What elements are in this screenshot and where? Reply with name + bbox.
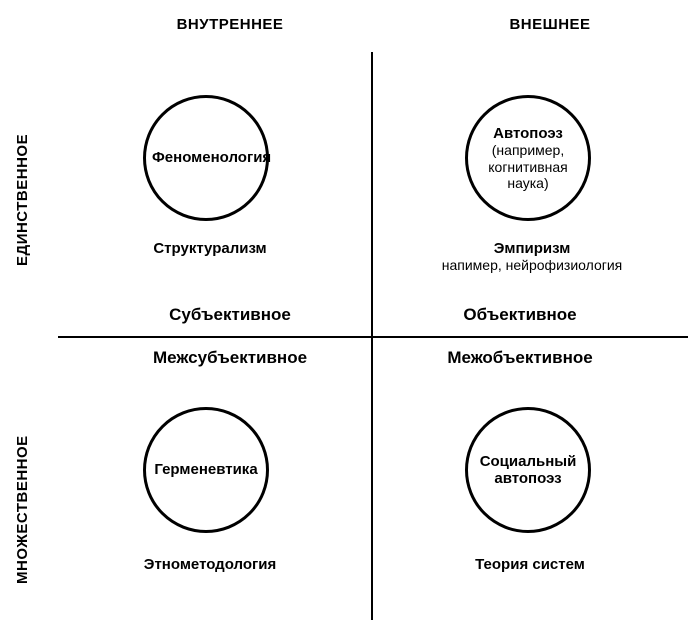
circle-autopoiesis-text: Автопоэз(например,когнитивнаянаука) [474,125,582,191]
header-singular: ЕДИНСТВЕННОЕ [14,100,31,300]
circle-social-autopoiesis-text: Социальныйавтопоэз [474,453,582,488]
circle-phenomenology-text: Феноменология [152,149,260,166]
quadrant-diagram: ВНУТРЕННЕЕ ВНЕШНЕЕ ЕДИНСТВЕННОЕ МНОЖЕСТВ… [0,0,700,634]
header-outer: ВНЕШНЕЕ [470,16,630,33]
label-intersubjective: Межсубъективное [120,348,340,368]
label-objective: Объективное [410,305,630,325]
caption-empiricism: Эмпиризмнапимер, нейрофизиология [412,240,652,273]
circle-phenomenology: Феноменология [143,95,269,221]
circle-social-autopoiesis: Социальныйавтопоэз [465,407,591,533]
label-interobjective: Межобъективное [410,348,630,368]
circle-hermeneutics: Герменевтика [143,407,269,533]
caption-structuralism: Структурализм [110,240,310,257]
axis-horizontal [58,336,688,338]
circle-hermeneutics-text: Герменевтика [152,461,260,478]
circle-autopoiesis: Автопоэз(например,когнитивнаянаука) [465,95,591,221]
header-plural: МНОЖЕСТВЕННОЕ [14,400,31,620]
label-subjective: Субъективное [120,305,340,325]
header-inner: ВНУТРЕННЕЕ [150,16,310,33]
caption-systems-theory: Теория систем [430,556,630,573]
caption-ethnomethodology: Этнометодология [110,556,310,573]
